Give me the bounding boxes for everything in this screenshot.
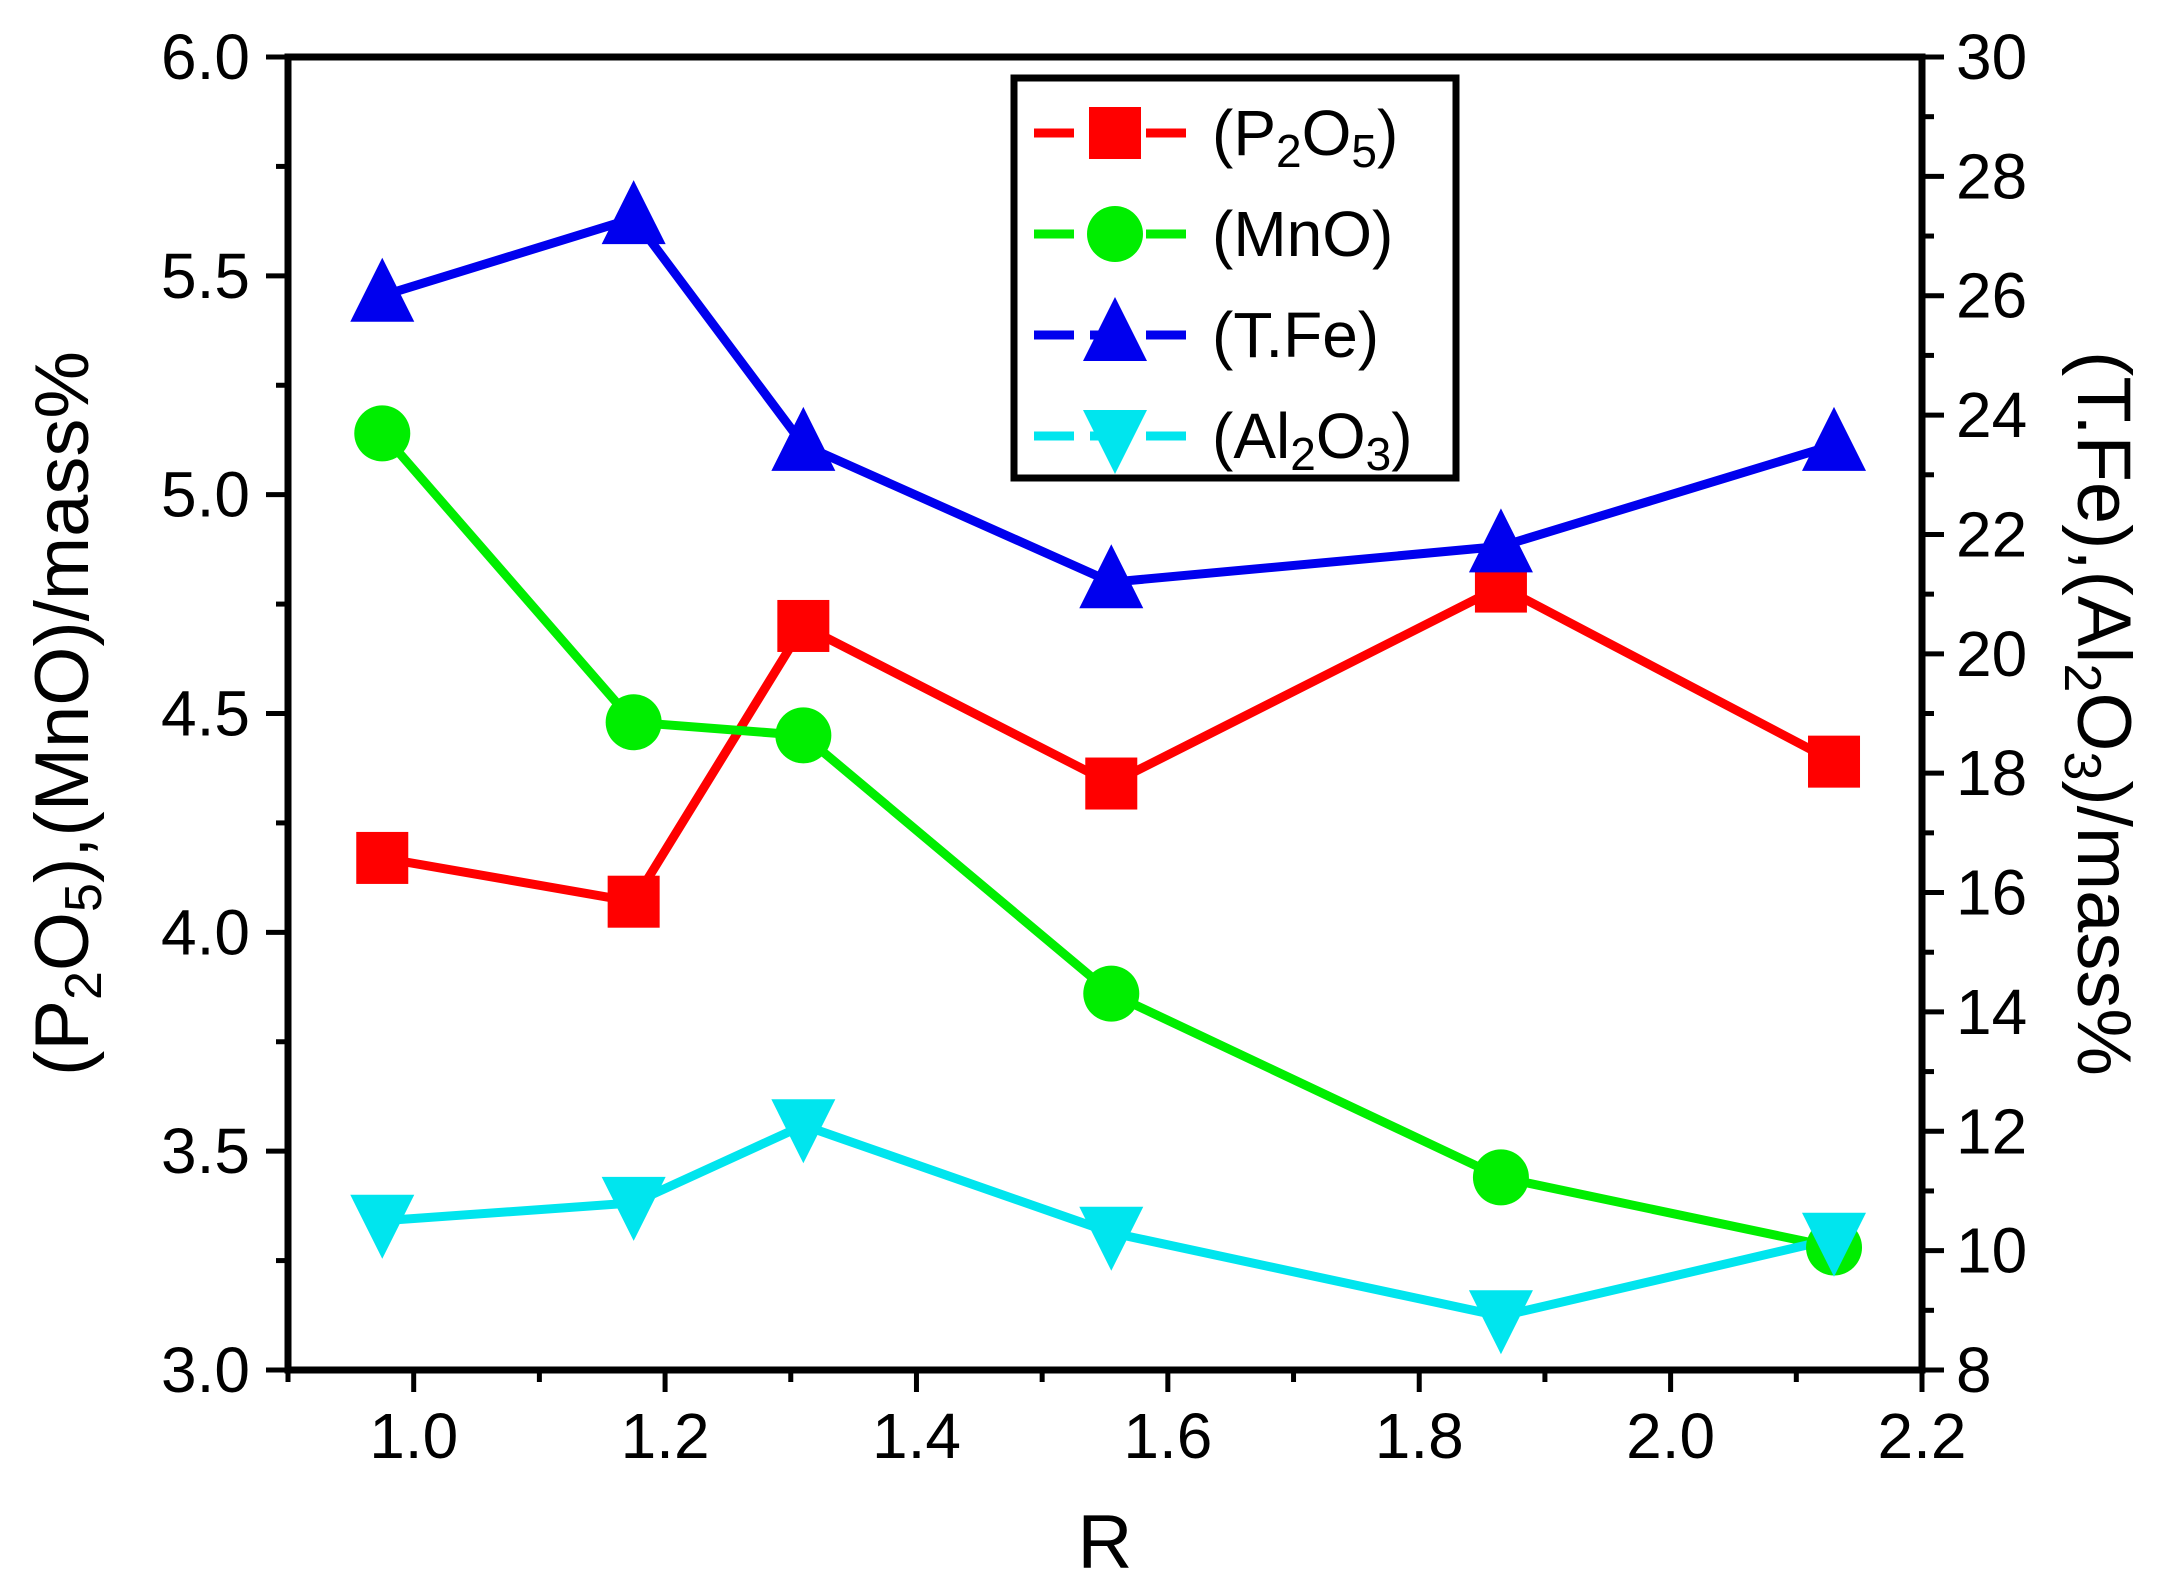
right-tick-label: 30 (1956, 21, 2027, 93)
right-tick-label: 18 (1956, 737, 2027, 809)
series-lines (378, 213, 1837, 1321)
legend-marker (1083, 410, 1147, 474)
data-point (1079, 544, 1144, 609)
left-axis-title: (P2O5),(MnO)/mass% (20, 351, 113, 1076)
series-line-3 (381, 1120, 1836, 1321)
left-tick-label: 4.5 (161, 678, 250, 750)
data-point (775, 707, 832, 764)
series-line-0 (381, 582, 1837, 907)
x-tick-label: 2.2 (1878, 1400, 1967, 1472)
series-line-1 (378, 430, 1835, 1252)
tick-labels: 1.0 1.2 1.4 1.6 1.8 2.0 2.2 3.0 3.5 4.0 4.5 5.0 5.5 6… (161, 21, 2027, 1472)
data-point (1085, 757, 1138, 810)
right-tick-label: 16 (1956, 857, 2027, 929)
legend-marker (1087, 206, 1143, 262)
data-point (607, 875, 660, 928)
left-title-sub-a: 2 (55, 971, 113, 1000)
left-tick-label: 5.5 (161, 240, 250, 312)
legend-marker (1089, 107, 1141, 159)
data-point (771, 406, 836, 471)
data-point (777, 599, 830, 652)
right-title-part-a: (T.Fe),(Al (2061, 351, 2146, 663)
left-tick-label: 3.5 (161, 1115, 250, 1187)
data-point (354, 405, 411, 462)
right-title-sub-b: 3 (2053, 751, 2111, 780)
data-point (1079, 1206, 1144, 1271)
data-point (601, 180, 666, 245)
right-title-sub-a: 2 (2053, 663, 2111, 692)
legend-label: (P2O5) (1212, 97, 1398, 177)
svg-text:(P2O5),(MnO)/mass%: (P2O5),(MnO)/mass% (20, 351, 113, 1076)
left-title-part-a: (P (20, 1000, 105, 1076)
data-point (356, 831, 409, 884)
right-tick-label: 22 (1956, 498, 2027, 570)
x-tick-label: 1.2 (621, 1400, 710, 1472)
left-tick-label: 5.0 (161, 459, 250, 531)
series-markers (350, 180, 1867, 1355)
data-point (771, 1099, 836, 1164)
series-line-2 (380, 213, 1836, 587)
right-tick-label: 26 (1956, 260, 2027, 332)
right-tick-label: 20 (1956, 618, 2027, 690)
legend-label: (MnO) (1212, 198, 1393, 270)
right-tick-label: 12 (1956, 1095, 2027, 1167)
x-tick-label: 2.0 (1626, 1400, 1715, 1472)
x-tick-label: 1.8 (1375, 1400, 1464, 1472)
right-axis-title: (T.Fe),(Al2O3)/mass% (2053, 351, 2146, 1076)
x-tick-label: 1.0 (369, 1400, 458, 1472)
right-tick-label: 10 (1956, 1215, 2027, 1287)
x-tick-label: 1.4 (872, 1400, 961, 1472)
legend-marker (1083, 297, 1147, 361)
data-point (1802, 406, 1867, 471)
data-point (350, 257, 415, 322)
right-title-part-b: O (2061, 692, 2146, 751)
data-point (1468, 1290, 1533, 1355)
data-point (1808, 735, 1861, 788)
x-tick-label: 1.6 (1123, 1400, 1212, 1472)
data-point (1468, 508, 1533, 573)
data-point (1802, 1212, 1867, 1277)
data-point (605, 694, 662, 751)
right-tick-label: 28 (1956, 140, 2027, 212)
data-point (350, 1194, 415, 1259)
right-tick-label: 14 (1956, 976, 2027, 1048)
right-title-part-c: )/mass% (2061, 780, 2146, 1076)
legend-label: (Al2O3) (1212, 400, 1413, 480)
data-point (1472, 1149, 1529, 1206)
data-point (601, 1176, 666, 1241)
x-axis-title: R (1078, 1500, 1133, 1585)
left-tick-label: 6.0 (161, 21, 250, 93)
left-title-sub-b: 5 (55, 883, 113, 912)
svg-text:(T.Fe),(Al2O3)/mass%: (T.Fe),(Al2O3)/mass% (2053, 351, 2146, 1076)
data-point (1083, 965, 1140, 1022)
right-tick-label: 24 (1956, 379, 2027, 451)
legend-label: (T.Fe) (1212, 299, 1379, 371)
left-title-part-c: ),(MnO)/mass% (20, 351, 105, 883)
right-tick-label: 8 (1956, 1334, 1992, 1406)
left-title-part-b: O (20, 912, 105, 971)
left-tick-label: 4.0 (161, 896, 250, 968)
legend: (P2O5) (MnO) (T.Fe) (Al2O3) (1010, 74, 1460, 482)
left-tick-label: 3.0 (161, 1334, 250, 1406)
plot-frame (284, 53, 1926, 1374)
